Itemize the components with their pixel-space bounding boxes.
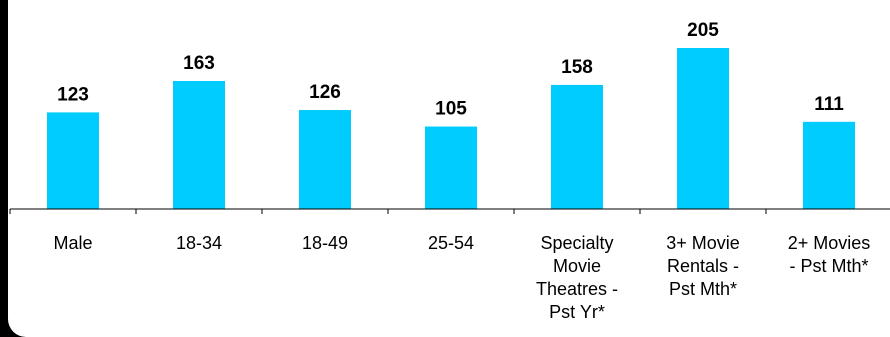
x-axis [9, 208, 890, 214]
data-label: 126 [309, 82, 341, 103]
category-label: Male [53, 233, 92, 253]
category-label: 18-34 [176, 233, 222, 253]
value-labels-layer: 123 163 126 105 158 205 111 [57, 20, 844, 120]
data-label: 123 [57, 84, 89, 105]
category-labels-layer: Male 18-34 18-49 25-54 Specialty Movie Theatre… [53, 233, 870, 322]
category-label: 25-54 [428, 233, 474, 253]
bar [47, 112, 99, 209]
data-label: 111 [814, 94, 844, 115]
bars-layer [47, 48, 855, 209]
data-label: 105 [435, 99, 467, 120]
data-label: 205 [687, 20, 719, 41]
bar [425, 126, 477, 209]
category-label: Specialty Movie Theatres -Pst Yr* [536, 233, 618, 322]
bar [551, 84, 603, 209]
data-label: 158 [561, 57, 593, 78]
bar [299, 110, 351, 209]
bar [173, 80, 225, 209]
data-label: 163 [183, 53, 215, 74]
category-label: 2+ Movies - Pst Mth* [788, 233, 871, 276]
category-label: 18-49 [302, 233, 348, 253]
category-label: 3+ Movie Rentals -Pst Mth* [666, 233, 740, 299]
bar [803, 121, 855, 209]
bar [677, 48, 729, 209]
